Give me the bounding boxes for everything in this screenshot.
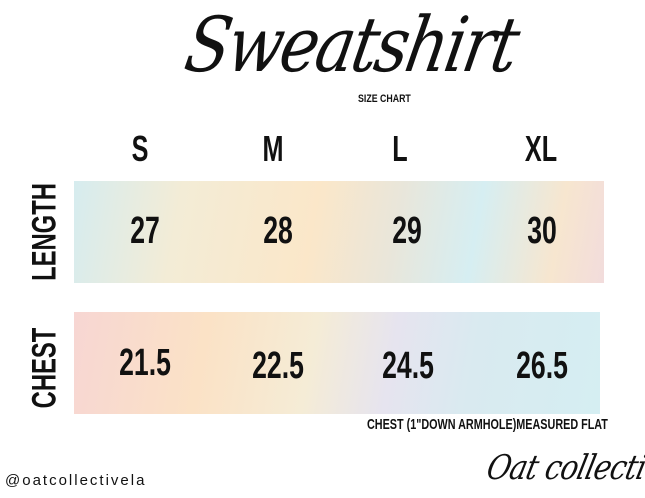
measurement-note: CHEST (1"DOWN ARMHOLE)MEASURED FLAT: [367, 416, 608, 433]
title: Sweatshirt: [178, 0, 525, 89]
length-row-band: [74, 181, 604, 283]
size-header-m: M: [262, 128, 284, 169]
chest-row-band: [74, 312, 600, 414]
length-value-xl: 30: [527, 210, 557, 252]
brand-logo: Oat collective: [482, 448, 645, 488]
chest-value-l: 24.5: [382, 345, 434, 387]
size-header-xl: XL: [524, 128, 558, 169]
chest-value-xl: 26.5: [516, 345, 568, 387]
subtitle: SIZE CHART: [358, 93, 411, 105]
row-label-length: LENGTH: [25, 183, 64, 281]
chest-value-s: 21.5: [119, 342, 171, 384]
size-header-s: S: [131, 128, 149, 169]
size-header-l: L: [392, 128, 408, 169]
length-value-l: 29: [392, 210, 422, 252]
length-value-s: 27: [130, 210, 160, 252]
length-value-m: 28: [263, 210, 293, 252]
row-label-chest: CHEST: [25, 327, 64, 409]
social-handle: @oatcollectivela: [5, 472, 147, 489]
chest-value-m: 22.5: [252, 345, 304, 387]
